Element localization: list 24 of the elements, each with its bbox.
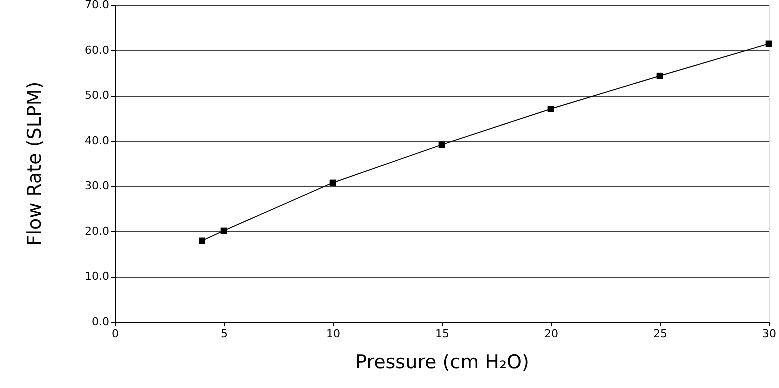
- point: [199, 238, 206, 244]
- y-axis-title: Flow Rate (SLPM): [24, 82, 46, 246]
- point: [548, 106, 554, 112]
- x-axis-title: Pressure (cm H₂O): [356, 352, 530, 374]
- point: [220, 228, 228, 234]
- y-tick-label: 20.0: [85, 224, 110, 238]
- point: [656, 72, 664, 80]
- y-tick-label: 70.0: [85, 0, 110, 12]
- y-tick-label: 0.0: [92, 316, 110, 328]
- point: [766, 40, 772, 48]
- y-tick-label: 10.0: [85, 270, 110, 284]
- point: [330, 180, 336, 186]
- y-tick-label: 50.0: [85, 89, 110, 102]
- x-tick-label: 5: [221, 328, 228, 340]
- x-tick-label: 10: [326, 328, 340, 340]
- y-tick-label: 40.0: [85, 134, 110, 148]
- x-tick-label: 25: [654, 328, 668, 340]
- x-tick-label: 15: [436, 328, 450, 340]
- point: [438, 142, 446, 148]
- y-tick-label: 30.0: [85, 180, 110, 193]
- x-tick-label: 20: [544, 328, 558, 340]
- x-tick-label: 0: [112, 328, 119, 340]
- x-tick-label: 30: [762, 328, 776, 340]
- y-tick-label: 60.0: [85, 44, 110, 57]
